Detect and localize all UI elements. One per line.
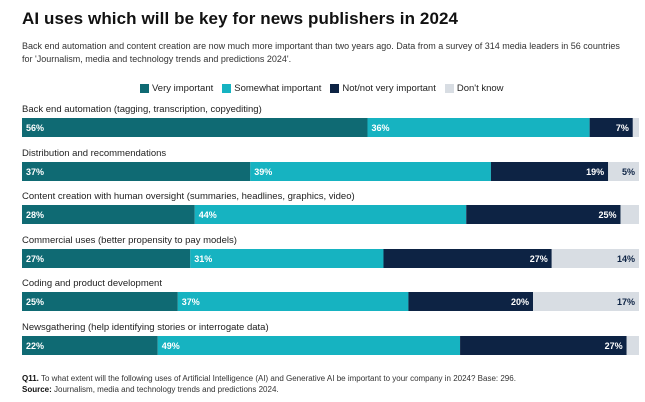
bar-segment xyxy=(22,205,195,224)
legend-item-very-important: Very important xyxy=(140,83,213,94)
bar-segment xyxy=(533,292,639,311)
category-label: Content creation with human oversight (s… xyxy=(22,191,355,202)
legend-item-not-important: Not/not very important xyxy=(330,83,436,94)
bar-segment xyxy=(632,118,639,137)
category-label: Newsgathering (help identifying stories … xyxy=(22,322,269,333)
legend-swatch-somewhat-important xyxy=(222,84,232,93)
data-label: 37% xyxy=(26,167,44,177)
legend-label-not-important: Not/not very important xyxy=(342,83,436,94)
bar-segment xyxy=(190,249,384,268)
chart-subtitle: Back end automation and content creation… xyxy=(22,41,620,64)
chart-footnote: Q11. To what extent will the following u… xyxy=(22,373,516,395)
category-label: Coding and product development xyxy=(22,278,162,289)
data-label: 19% xyxy=(586,167,604,177)
bar-segment xyxy=(250,162,491,181)
source-note: Source: Journalism, media and technology… xyxy=(22,384,516,395)
data-label: 17% xyxy=(617,297,635,307)
category-label: Commercial uses (better propensity to pa… xyxy=(22,235,237,246)
source-text: Journalism, media and technology trends … xyxy=(54,385,279,394)
data-label: 56% xyxy=(26,123,44,133)
legend-item-dont-know: Don't know xyxy=(444,83,504,94)
legend-label-dont-know: Don't know xyxy=(456,83,504,94)
bar-segment xyxy=(460,336,627,355)
bar-segment xyxy=(466,205,621,224)
bar-segment xyxy=(620,205,639,224)
data-label: 5% xyxy=(622,167,635,177)
legend-swatch-not-important xyxy=(330,84,340,93)
question-text: To what extent will the following uses o… xyxy=(40,374,516,383)
bar-segment xyxy=(22,249,191,268)
data-label: 27% xyxy=(26,254,44,264)
data-label: 25% xyxy=(26,297,44,307)
bar-segment xyxy=(22,336,158,355)
data-label: 44% xyxy=(199,210,217,220)
bar-segment xyxy=(22,292,178,311)
bar-segment xyxy=(22,162,251,181)
question-note: Q11. To what extent will the following u… xyxy=(22,373,516,384)
bar-segment xyxy=(177,292,409,311)
data-label: 37% xyxy=(182,297,200,307)
data-label: 20% xyxy=(511,297,529,307)
bar-segment xyxy=(194,205,467,224)
legend-swatch-dont-know xyxy=(444,84,454,93)
legend-item-somewhat-important: Somewhat important xyxy=(222,83,321,94)
data-label: 14% xyxy=(617,254,635,264)
data-label: 31% xyxy=(194,254,212,264)
data-label: 25% xyxy=(598,210,616,220)
bar-segment xyxy=(589,118,633,137)
data-label: 39% xyxy=(254,167,272,177)
legend-swatch-very-important xyxy=(140,84,149,93)
chart-title: AI uses which will be key for news publi… xyxy=(22,9,459,28)
question-label: Q11. xyxy=(22,374,39,383)
chart-legend: Very important Somewhat important Not/no… xyxy=(140,83,513,94)
bar-segment xyxy=(157,336,461,355)
bar-segment xyxy=(626,336,639,355)
bar-segment xyxy=(608,162,639,181)
data-label: 28% xyxy=(26,210,44,220)
data-label: 7% xyxy=(616,123,629,133)
bar-segment xyxy=(367,118,590,137)
legend-label-very-important: Very important xyxy=(152,83,214,94)
data-label: 36% xyxy=(372,123,390,133)
data-label: 27% xyxy=(605,341,623,351)
bar-segment xyxy=(551,249,639,268)
bar-segment xyxy=(383,249,552,268)
source-label: Source: xyxy=(22,385,52,394)
category-label: Distribution and recommendations xyxy=(22,148,166,159)
bar-segment xyxy=(490,162,609,181)
bar-segment xyxy=(22,118,368,137)
bar-segment xyxy=(408,292,534,311)
category-label: Back end automation (tagging, transcript… xyxy=(22,104,262,115)
data-label: 49% xyxy=(162,341,180,351)
legend-label-somewhat-important: Somewhat important xyxy=(234,83,322,94)
data-label: 22% xyxy=(26,341,44,351)
data-label: 27% xyxy=(530,254,548,264)
